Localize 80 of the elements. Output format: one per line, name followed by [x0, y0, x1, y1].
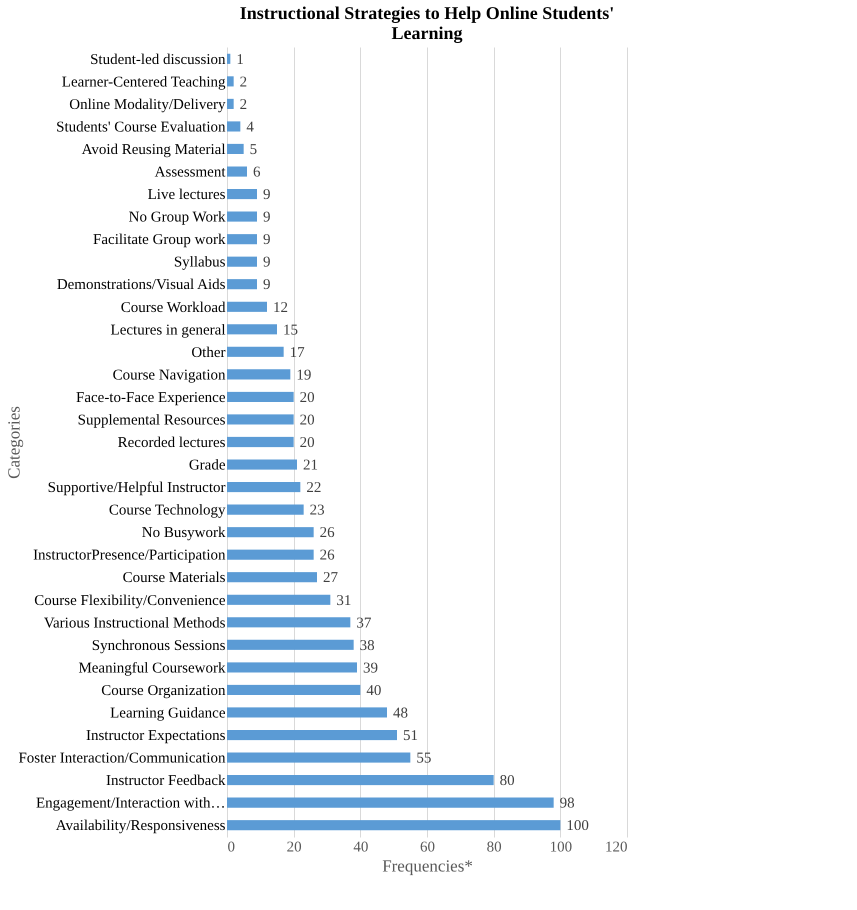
data-label: 9 — [263, 277, 270, 294]
data-label: 9 — [263, 187, 270, 204]
data-label: 37 — [356, 615, 372, 632]
y-tick-label: Live lectures — [148, 187, 226, 204]
data-label: 38 — [360, 638, 375, 654]
y-tick-label: Engagement/Interaction with… — [36, 796, 226, 812]
y-tick-label: Grade — [188, 458, 226, 474]
data-label: 12 — [273, 300, 288, 316]
data-label: 20 — [300, 435, 315, 451]
data-label: 27 — [323, 570, 338, 586]
data-label: 2 — [240, 96, 248, 113]
y-axis-title: Categories — [4, 406, 24, 479]
data-label: 22 — [306, 480, 322, 496]
data-label: 21 — [303, 458, 318, 474]
x-tick-label: 40 — [353, 840, 368, 856]
data-label: 19 — [296, 367, 312, 384]
y-tick-label: Demonstrations/Visual Aids — [56, 277, 226, 294]
data-label: 48 — [393, 705, 408, 722]
y-tick-label: Synchronous Sessions — [92, 638, 226, 654]
y-tick-label: Foster Interaction/Communication — [18, 750, 226, 767]
y-tick-label: Assessment — [154, 164, 226, 181]
y-tick-label: Facilitate Group work — [93, 232, 226, 248]
y-tick-label: Supplemental Resources — [78, 412, 226, 428]
data-label: 20 — [300, 390, 315, 406]
y-tick-label: Learning Guidance — [110, 705, 226, 722]
data-label: 9 — [263, 254, 270, 271]
y-tick-label: Face-to-Face Experience — [76, 390, 226, 406]
data-label: 80 — [500, 773, 515, 790]
y-tick-label: Course Technology — [108, 502, 226, 519]
y-tick-label: No Group Work — [128, 210, 226, 226]
y-tick-label: Students' Course Evaluation — [56, 119, 226, 136]
data-label: 20 — [300, 412, 315, 428]
data-label: 23 — [310, 502, 325, 519]
y-tick-label: Online Modality/Delivery — [69, 96, 226, 113]
x-tick-label: 120 — [605, 840, 628, 856]
y-tick-label: InstructorPresence/Participation — [33, 548, 226, 564]
data-label: 40 — [366, 682, 382, 699]
data-label: 17 — [290, 344, 306, 361]
y-tick-label: Other — [191, 344, 226, 361]
y-tick-label: Meaningful Coursework — [78, 660, 226, 676]
data-label: 4 — [246, 119, 254, 136]
data-label: 98 — [560, 796, 575, 812]
y-tick-label: Course Flexibility/Convenience — [34, 592, 226, 609]
y-tick-label: Avoid Reusing Material — [82, 142, 226, 158]
y-tick-label: Course Navigation — [112, 367, 226, 384]
y-tick-label: Student-led discussion — [90, 52, 226, 68]
y-tick-label: Course Workload — [120, 300, 226, 316]
y-tick-label: Instructor Expectations — [86, 728, 226, 744]
data-label: 39 — [363, 660, 378, 676]
x-axis-title: Frequencies* — [382, 856, 473, 876]
y-tick-label: Lectures in general — [110, 322, 226, 338]
data-label: 9 — [263, 232, 270, 248]
data-label: 2 — [240, 74, 248, 90]
y-tick-label: Syllabus — [174, 254, 226, 271]
x-tick-label: 20 — [286, 840, 302, 856]
y-tick-label: No Busywork — [142, 525, 226, 542]
data-label: 6 — [253, 164, 261, 181]
y-tick-label: Supportive/Helpful Instructor — [48, 480, 226, 496]
data-label: 31 — [336, 592, 352, 609]
data-label: 100 — [566, 818, 589, 834]
y-tick-label: Availability/Responsiveness — [56, 818, 226, 834]
data-label: 26 — [320, 525, 336, 542]
data-label: 55 — [416, 750, 432, 767]
x-tick-label: 60 — [420, 840, 435, 856]
data-label: 1 — [236, 52, 244, 68]
y-tick-label: Recorded lectures — [118, 435, 226, 451]
data-label: 26 — [320, 548, 336, 564]
x-tick-label: 0 — [228, 840, 235, 856]
data-label: 5 — [250, 142, 258, 158]
x-tick-label: 80 — [486, 840, 502, 856]
y-tick-label: Course Organization — [101, 682, 226, 699]
y-tick-label: Instructor Feedback — [106, 773, 226, 790]
y-tick-label: Various Instructional Methods — [44, 615, 226, 632]
y-tick-label: Course Materials — [122, 570, 226, 586]
chart-title: Instructional Strategies to Help Online Students' Learning — [240, 3, 614, 43]
data-label: 51 — [403, 728, 418, 744]
x-tick-label: 100 — [550, 840, 572, 856]
y-tick-label: Learner-Centered Teaching — [62, 74, 226, 90]
data-label: 9 — [263, 210, 270, 226]
data-label: 15 — [283, 322, 298, 338]
